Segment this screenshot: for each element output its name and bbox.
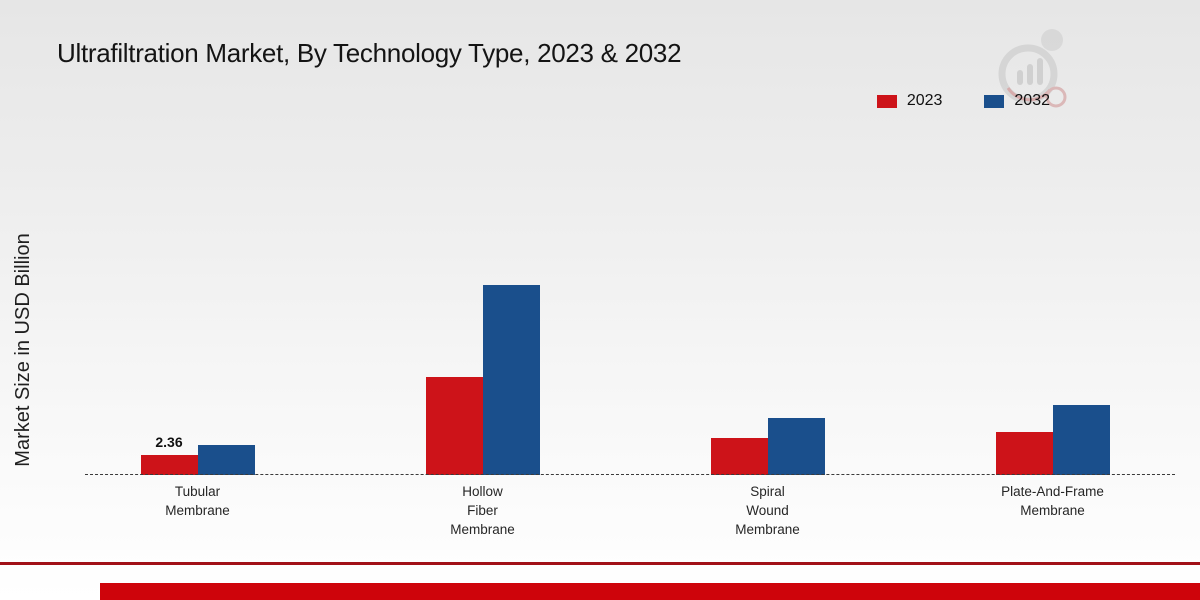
category-label: Hollow Fiber Membrane (450, 484, 515, 537)
legend-label-2032: 2032 (1014, 92, 1050, 109)
category-label: Spiral Wound Membrane (735, 484, 800, 537)
chart-title: Ultrafiltration Market, By Technology Ty… (57, 38, 682, 68)
y-axis-label: Market Size in USD Billion (12, 233, 34, 467)
bar-group (910, 405, 1195, 475)
legend-item-2023: 2023 (876, 92, 943, 110)
bar-group (625, 418, 910, 475)
legend-label-2023: 2023 (906, 92, 943, 109)
bar-value-label: 2.36 (155, 434, 183, 450)
brand-logo-icon (998, 29, 1067, 108)
plot-area: 2.36 (55, 150, 1195, 475)
legend-swatch-2023 (876, 94, 897, 108)
x-axis-baseline (85, 474, 1175, 475)
footer-accent-line (0, 562, 1200, 565)
footer-accent-bar (100, 583, 1200, 600)
bar-2023-cat0: 2.36 (140, 434, 198, 475)
legend-swatch-2032 (984, 94, 1005, 108)
bar-2023-cat3 (995, 432, 1053, 475)
category-label: Plate-And-Frame Membrane (1001, 484, 1104, 518)
x-axis-category-labels: Tubular Membrane Hollow Fiber Membrane Spi… (55, 483, 1195, 540)
bar-2023-cat1 (425, 377, 483, 475)
bar-group (340, 285, 625, 475)
bar-2023-cat2 (710, 438, 768, 475)
legend-item-2032: 2032 (984, 92, 1050, 110)
bar-group: 2.36 (55, 434, 340, 475)
bar-2032-cat2 (767, 418, 825, 475)
bar-2032-cat1 (482, 285, 540, 475)
legend: 2023 2032 (876, 92, 1050, 110)
bar-groups: 2.36 (55, 150, 1195, 475)
bar-2032-cat3 (1052, 405, 1110, 475)
bar-2032-cat0 (197, 445, 255, 475)
brand-logo-watermark (990, 26, 1080, 116)
category-label: Tubular Membrane (165, 484, 230, 518)
